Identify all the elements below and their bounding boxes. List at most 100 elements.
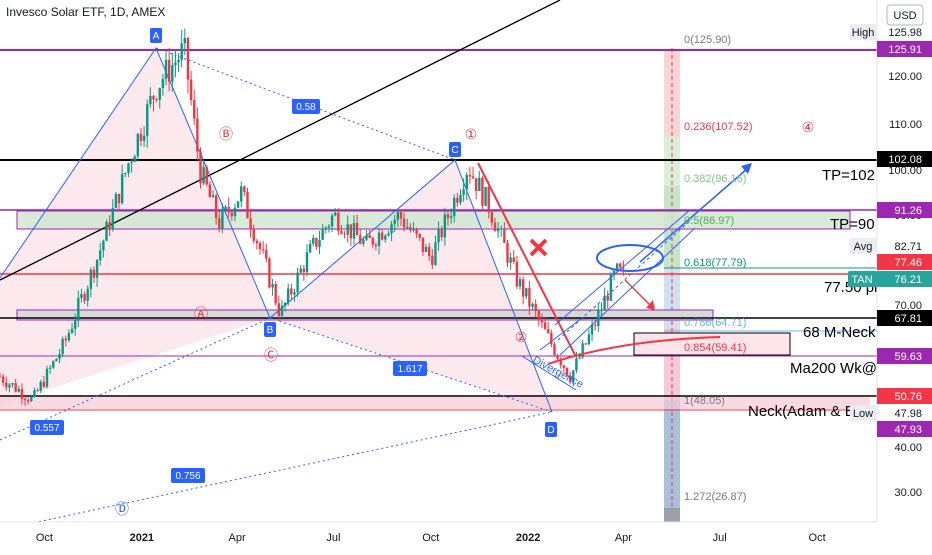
candle-body bbox=[327, 226, 331, 228]
price-badge-value-avg: 82.71 bbox=[894, 241, 922, 253]
candle-body bbox=[374, 244, 378, 246]
price-badge-value-high: 125.98 bbox=[888, 27, 922, 39]
point-c[interactable]: C bbox=[449, 142, 461, 157]
price-badge-bg-p125 bbox=[877, 41, 932, 57]
candle-body bbox=[208, 184, 212, 198]
candle-body bbox=[252, 229, 255, 241]
annotation-5: Neck(Adam & E bbox=[748, 403, 855, 420]
price-axis-badges: High 125.98 125.91 102.08 91.26 Avg 82.71 77.46… bbox=[848, 24, 932, 437]
candle-body bbox=[330, 215, 334, 227]
price-badge-value-low: 47.98 bbox=[894, 408, 922, 420]
x-tick-3: Jul bbox=[326, 532, 340, 544]
candle-body bbox=[155, 99, 158, 101]
candle-body bbox=[55, 358, 58, 362]
candle-body bbox=[199, 151, 202, 184]
price-badge-bg-p47 bbox=[877, 421, 932, 437]
red-x-mark bbox=[529, 238, 548, 257]
candle-body bbox=[443, 214, 447, 238]
candle-body bbox=[606, 295, 609, 301]
candle-body bbox=[261, 249, 265, 251]
candle-body bbox=[299, 268, 302, 273]
ratio-058-label: 0.58 bbox=[296, 102, 316, 113]
harmonic-dot-xb bbox=[0, 317, 271, 441]
candle-body bbox=[73, 319, 77, 329]
candle-body bbox=[177, 59, 180, 63]
candle-body bbox=[283, 302, 287, 306]
candle-body bbox=[0, 376, 2, 378]
candle-body bbox=[70, 328, 74, 333]
candle-body bbox=[108, 221, 111, 230]
price-badge-tag-low: Low bbox=[853, 408, 873, 420]
ratio-1617: 1.617 bbox=[393, 361, 427, 376]
price-badge-value-tan: 76.21 bbox=[894, 274, 922, 286]
price-badge-bg-low bbox=[877, 405, 932, 421]
candle-body bbox=[45, 368, 49, 387]
candle-body bbox=[481, 177, 484, 206]
candle-body bbox=[390, 223, 393, 234]
candle-body bbox=[575, 358, 578, 371]
candle-body bbox=[462, 189, 465, 195]
candle-body bbox=[23, 398, 27, 400]
price-badge-p50: 50.76 bbox=[877, 388, 932, 404]
candle-body bbox=[271, 284, 274, 288]
price-badge-value-p47: 47.93 bbox=[894, 424, 922, 436]
candle-body bbox=[446, 214, 450, 219]
candle-body bbox=[565, 367, 569, 376]
candle-body bbox=[218, 218, 221, 230]
y-tick-2: 100.00 bbox=[888, 165, 922, 177]
candle-body bbox=[136, 133, 140, 157]
candle-body bbox=[333, 212, 337, 216]
candle-body bbox=[149, 95, 152, 105]
candle-body bbox=[578, 357, 581, 359]
candle-body bbox=[512, 257, 515, 262]
candle-body bbox=[114, 193, 118, 209]
candle-body bbox=[77, 297, 80, 320]
price-badge-tag-tan: TAN bbox=[851, 274, 872, 286]
candle-body bbox=[424, 246, 428, 252]
candle-body bbox=[362, 239, 365, 244]
point-a-label: A bbox=[153, 31, 160, 42]
price-badge-p125: 125.91 bbox=[877, 41, 932, 57]
red-arrow-1-head bbox=[646, 300, 655, 310]
candle-body bbox=[619, 263, 622, 268]
candle-body bbox=[603, 295, 606, 310]
candle-body bbox=[230, 212, 234, 217]
candle-body bbox=[453, 197, 456, 217]
price-badge-value-p125: 125.91 bbox=[888, 44, 922, 56]
candle-body bbox=[280, 305, 284, 316]
point-d[interactable]: D bbox=[545, 422, 557, 437]
red-curve bbox=[547, 336, 721, 365]
candle-body bbox=[553, 344, 556, 356]
price-badge-tan: TAN 76.21 bbox=[848, 271, 932, 287]
price-badge-low: Low 47.98 bbox=[850, 405, 932, 421]
candle-body bbox=[352, 222, 356, 239]
candle-body bbox=[130, 161, 133, 164]
price-badge-tag-bg-low bbox=[850, 405, 877, 421]
candle-body bbox=[490, 212, 494, 223]
price-badge-tag-high: High bbox=[852, 27, 875, 39]
candle-body bbox=[459, 194, 462, 203]
x-tick-4: Oct bbox=[422, 532, 439, 544]
candle-body bbox=[117, 193, 121, 204]
candle-body bbox=[67, 332, 71, 341]
candle-body bbox=[534, 303, 537, 312]
candle-body bbox=[572, 370, 575, 383]
candle-body bbox=[183, 37, 187, 44]
candle-body bbox=[161, 79, 165, 89]
candle-body bbox=[340, 230, 343, 234]
candle-body bbox=[255, 240, 259, 244]
currency-button[interactable]: USD bbox=[886, 4, 924, 26]
candle-body bbox=[92, 269, 96, 278]
point-a[interactable]: A bbox=[150, 28, 162, 43]
point-b[interactable]: B bbox=[264, 322, 276, 337]
harmonic-fill-right bbox=[270, 160, 552, 412]
candle-body bbox=[111, 208, 114, 230]
candle-body bbox=[180, 43, 183, 60]
candle-body bbox=[193, 100, 196, 119]
candle-body bbox=[387, 233, 390, 236]
candle-body bbox=[61, 338, 64, 355]
price-badge-tag-bg-avg bbox=[850, 238, 877, 254]
candle-body bbox=[249, 218, 252, 230]
wave-label-a-circle: Ⓐ bbox=[194, 306, 208, 322]
